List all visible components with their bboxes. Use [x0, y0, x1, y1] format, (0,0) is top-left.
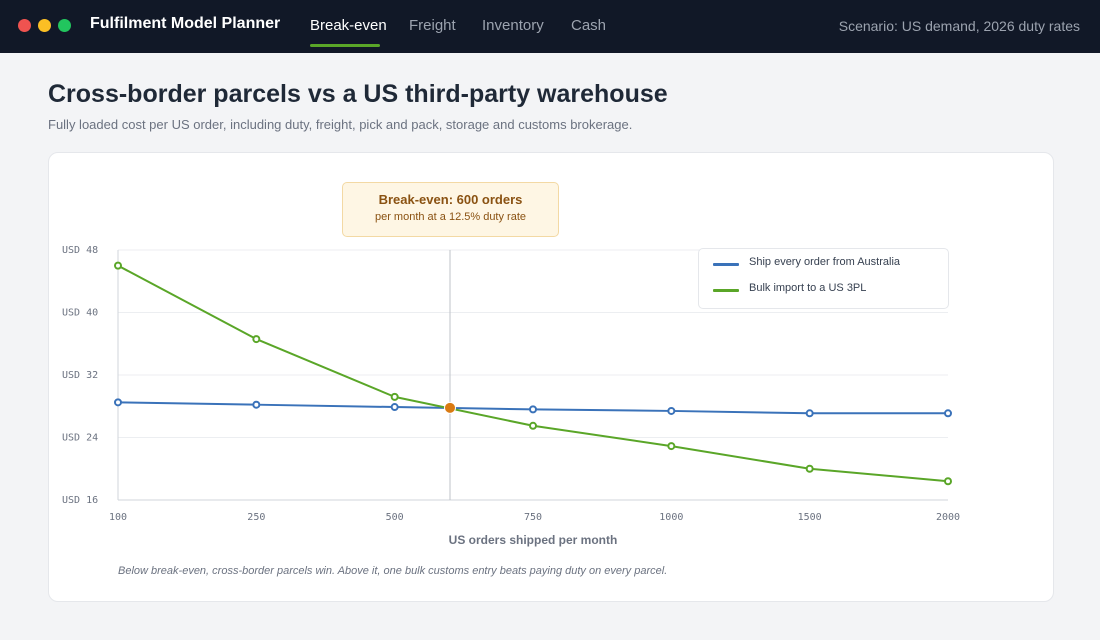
data-point-series-1	[114, 261, 122, 270]
legend-label-australia: Ship every order from Australia	[749, 256, 901, 268]
data-point-series-1	[252, 335, 261, 344]
x-tick-label: 500	[386, 512, 404, 523]
data-point-series-1	[805, 464, 814, 473]
x-tick-label: 100	[109, 512, 127, 523]
page-subtitle: Fully loaded cost per US order, includin…	[48, 117, 633, 132]
maximize-window-icon[interactable]	[58, 19, 71, 32]
chart-footnote: Below break-even, cross-border parcels w…	[118, 565, 668, 577]
x-tick-label: 250	[247, 512, 265, 523]
data-point-series-1	[390, 392, 399, 401]
top-bar: Fulfilment Model Planner Break-even Frei…	[0, 0, 1100, 53]
x-tick-label: 750	[524, 512, 542, 523]
x-tick-label: 1500	[798, 512, 822, 523]
data-point-series-0	[944, 409, 952, 418]
data-point-series-1	[667, 442, 676, 451]
y-tick-label: USD 24	[62, 433, 98, 444]
x-axis-label: US orders shipped per month	[449, 533, 618, 547]
data-point-series-0	[805, 409, 814, 418]
data-point-series-0	[667, 406, 676, 415]
tab-freight[interactable]: Freight	[409, 17, 456, 34]
scenario-label: Scenario: US demand, 2026 duty rates	[838, 18, 1080, 34]
page-title: Cross-border parcels vs a US third-party…	[48, 80, 668, 108]
active-tab-indicator	[310, 44, 380, 47]
app-title: Fulfilment Model Planner	[90, 15, 281, 32]
tab-inventory[interactable]: Inventory	[482, 17, 544, 34]
break-even-callout: Break-even: 600 orders per month at a 12…	[342, 182, 559, 237]
break-even-callout-subtitle: per month at a 12.5% duty rate	[374, 211, 527, 223]
data-point-series-0	[114, 398, 122, 407]
chart-legend: Ship every order from Australia Bulk imp…	[698, 248, 949, 309]
tab-cash[interactable]: Cash	[571, 17, 607, 34]
data-point-series-0	[529, 405, 537, 414]
y-tick-label: USD 32	[62, 370, 98, 381]
data-point-series-0	[390, 403, 399, 412]
data-point-series-1	[529, 421, 537, 430]
y-tick-label: USD 40	[62, 308, 98, 319]
close-window-icon[interactable]	[18, 19, 31, 32]
minimize-window-icon[interactable]	[38, 19, 51, 32]
break-even-callout-title: Break-even: 600 orders	[378, 192, 523, 207]
data-point-series-0	[252, 400, 261, 409]
break-even-point	[444, 401, 456, 414]
x-tick-label: 2000	[936, 512, 960, 523]
legend-swatch-australia	[713, 263, 739, 266]
data-point-series-1	[944, 477, 952, 486]
legend-swatch-us-3pl	[713, 289, 739, 292]
legend-label-us-3pl: Bulk import to a US 3PL	[749, 282, 867, 294]
y-tick-label: USD 16	[62, 495, 98, 506]
tab-break-even[interactable]: Break-even	[310, 17, 387, 34]
x-tick-label: 1000	[659, 512, 683, 523]
y-tick-label: USD 48	[62, 245, 98, 256]
